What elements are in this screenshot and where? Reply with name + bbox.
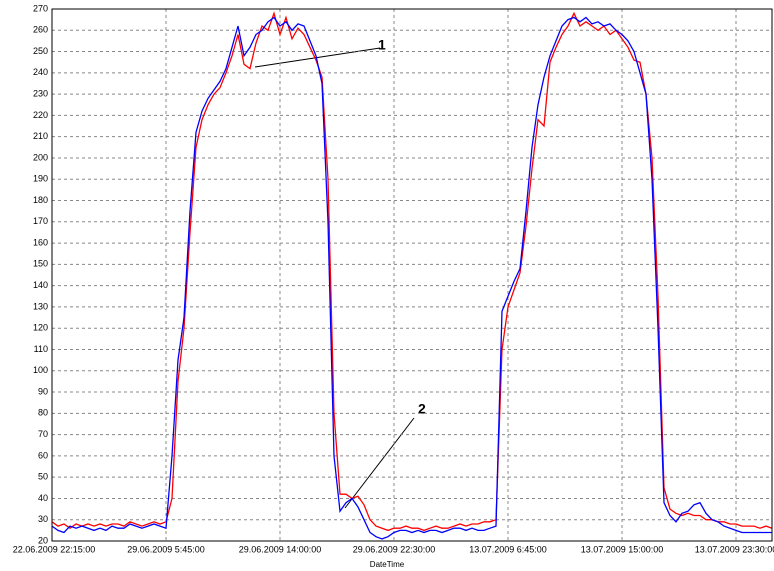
y-tick-label: 270 [33,3,48,13]
y-tick-label: 220 [33,110,48,120]
plot-frame [51,8,773,542]
y-tick-label: 120 [33,323,48,333]
series-line [51,16,772,540]
y-tick-label: 90 [38,386,48,396]
y-tick-label: 100 [33,365,48,375]
y-tick-label: 230 [33,88,48,98]
x-tick-label: 22.06.2009 22:15:00 [13,544,96,554]
x-tick-label: 29.06.2009 5:45:00 [127,544,205,554]
annotation: 1 [378,37,386,53]
annotation: 2 [418,401,426,417]
x-tick-label: 13.07.2009 15:00:00 [581,544,664,554]
x-tick-label: 13.07.2009 23:30:00 [695,544,774,554]
y-tick-label: 240 [33,67,48,77]
x-axis-label: DateTime [370,560,405,569]
y-tick-label: 200 [33,152,48,162]
annotation-leader [344,417,415,509]
y-tick-label: 110 [34,344,48,354]
y-tick-label: 140 [33,280,48,290]
y-tick-label: 190 [33,174,48,184]
x-tick-label: 29.06.2009 14:00:00 [239,544,322,554]
y-tick-label: 170 [33,216,48,226]
y-tick-label: 210 [33,131,48,141]
y-tick-label: 40 [38,493,48,503]
series-line [51,11,773,532]
y-tick-label: 180 [33,195,48,205]
y-tick-label: 20 [38,535,48,545]
y-tick-label: 50 [38,472,48,482]
y-tick-label: 70 [38,429,48,439]
y-tick-label: 80 [38,408,48,418]
y-tick-label: 60 [38,450,48,460]
y-tick-label: 160 [33,237,48,247]
y-tick-label: 260 [33,25,48,35]
y-tick-label: 250 [33,46,48,56]
x-tick-label: 13.07.2009 6:45:00 [469,544,547,554]
y-tick-label: 30 [38,514,48,524]
x-tick-label: 29.06.2009 22:30:00 [353,544,436,554]
y-tick-label: 130 [33,301,48,311]
y-tick-label: 150 [33,259,48,269]
